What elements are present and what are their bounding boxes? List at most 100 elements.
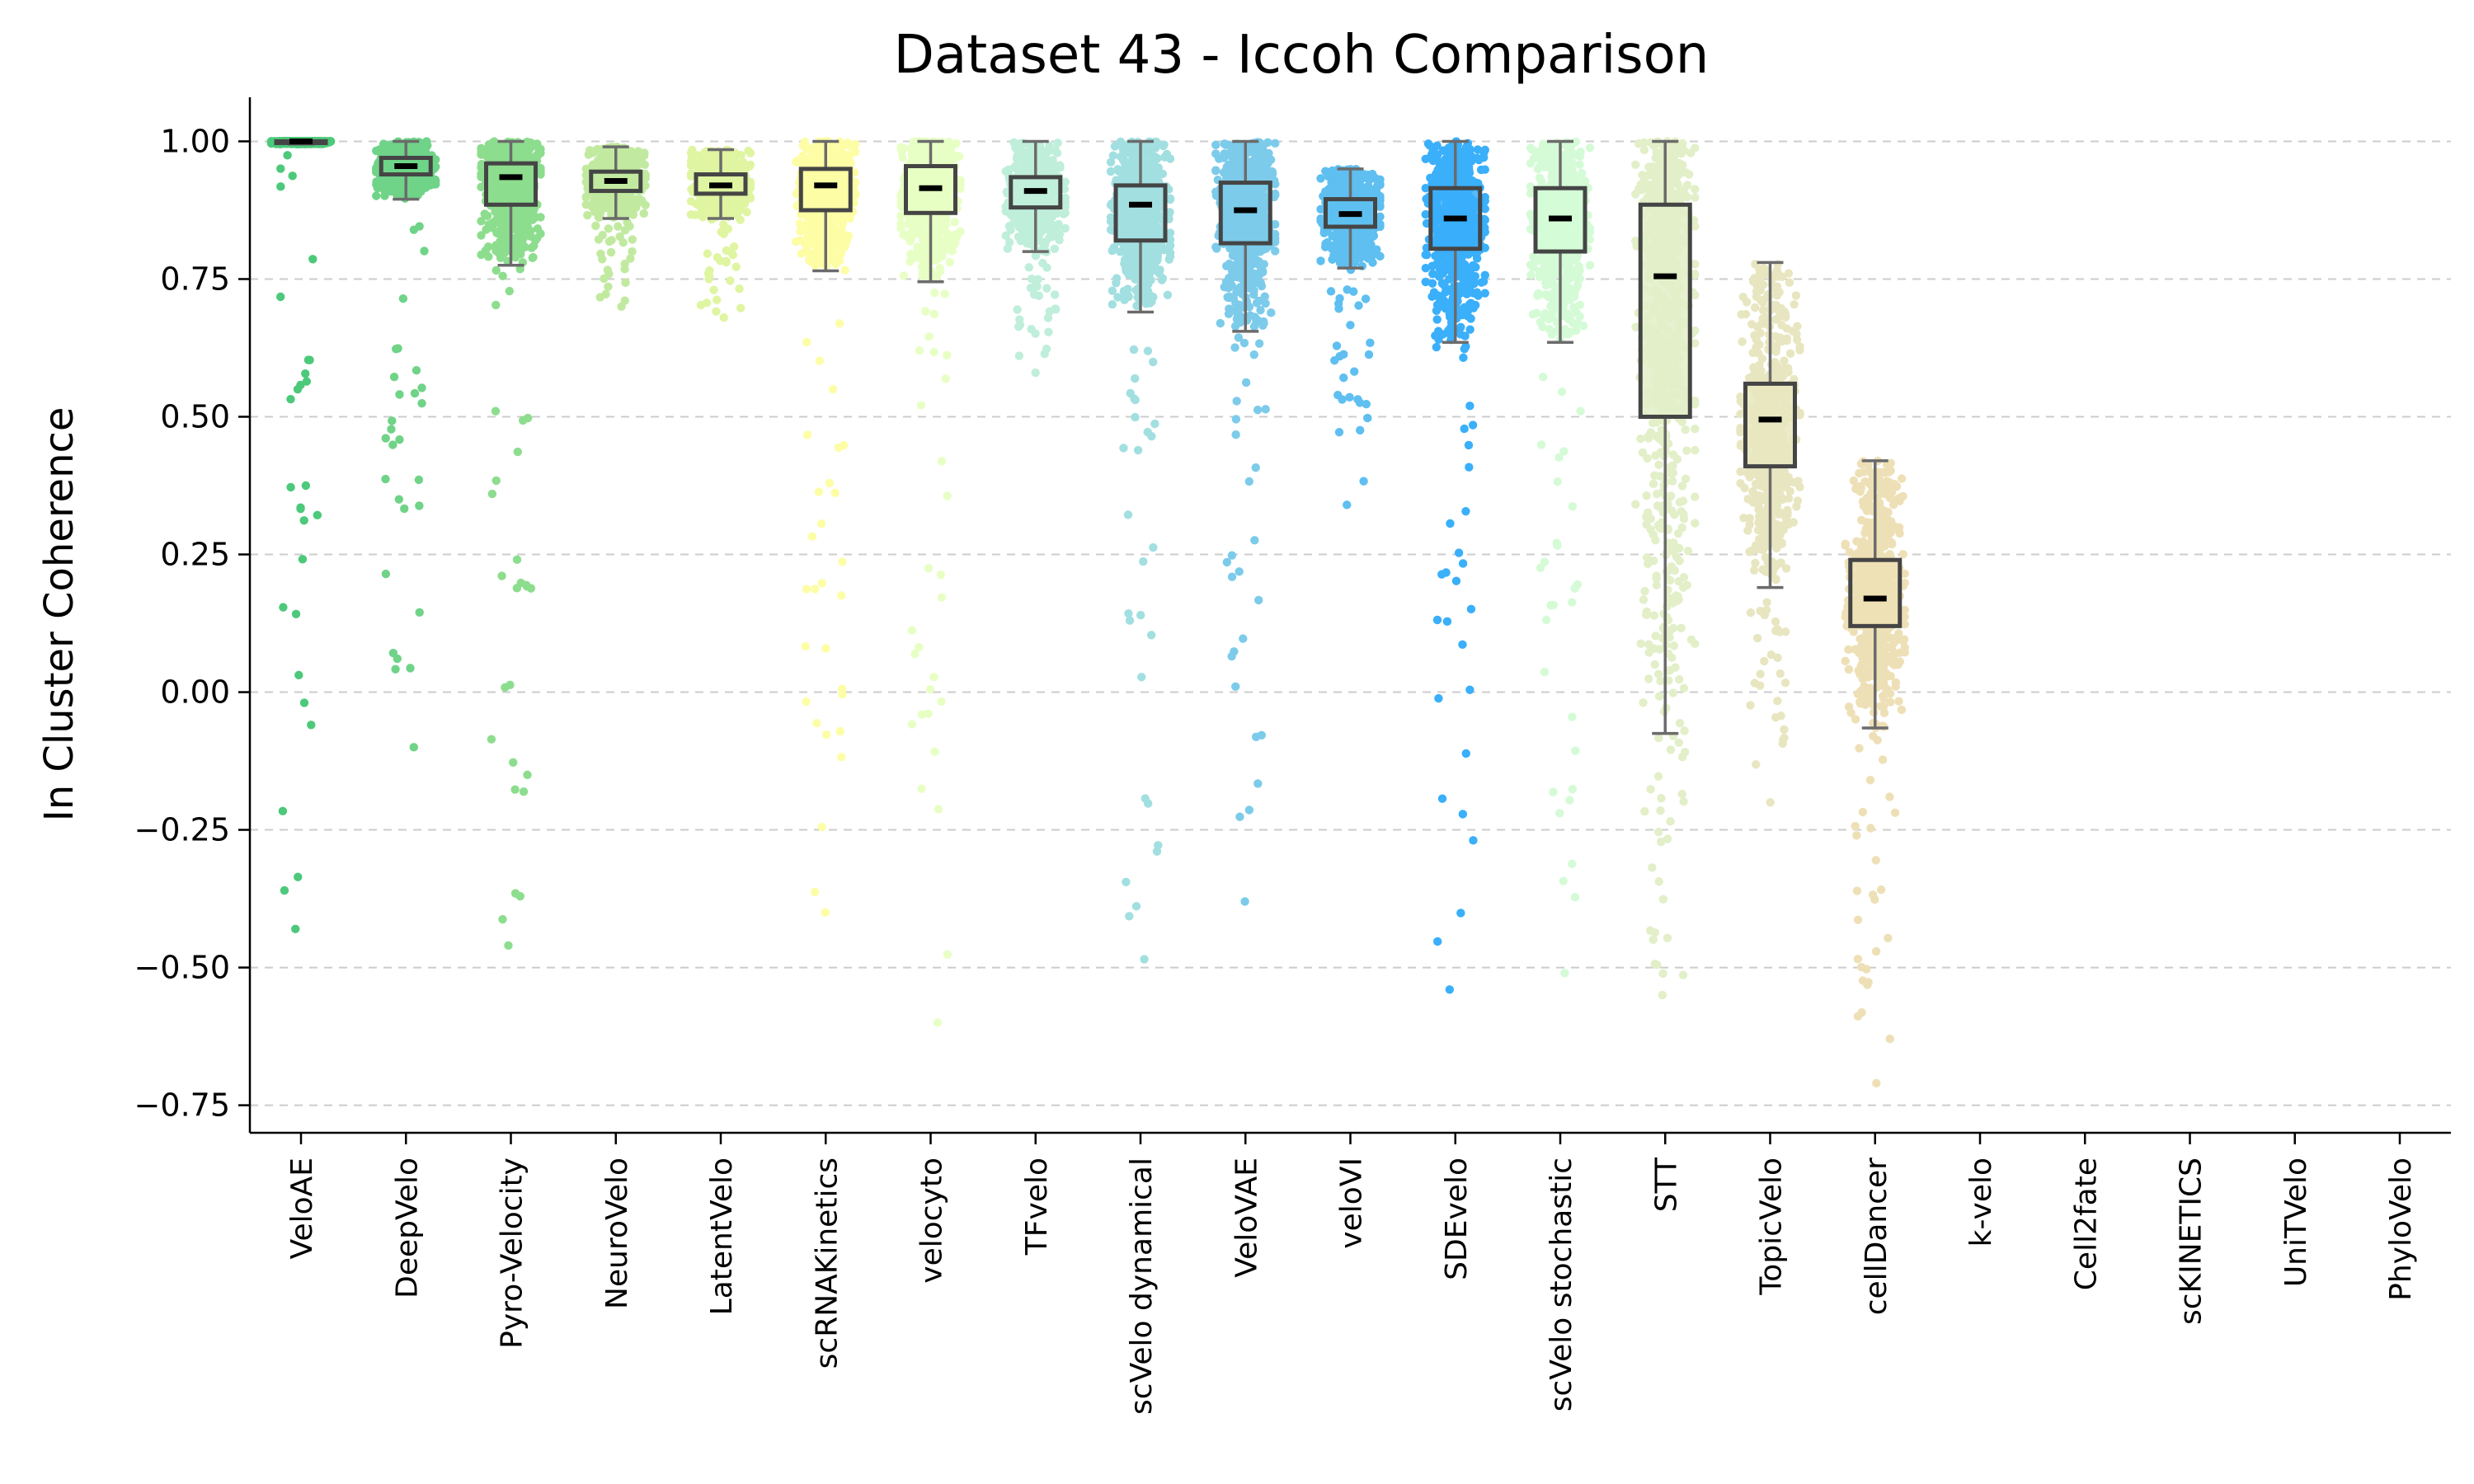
outlier-point — [735, 284, 744, 294]
outlier-point — [802, 697, 811, 707]
data-point — [393, 190, 402, 200]
outlier-point — [417, 398, 426, 408]
data-point — [516, 149, 525, 158]
outlier-point — [722, 256, 731, 265]
outlier-point — [294, 872, 303, 881]
data-point — [529, 204, 539, 214]
data-point — [497, 227, 506, 237]
outlier-point — [606, 247, 616, 257]
data-point — [797, 249, 806, 258]
data-point — [800, 137, 810, 147]
data-point — [502, 246, 511, 256]
data-point — [745, 162, 755, 171]
data-point — [604, 154, 614, 163]
data-point — [516, 247, 525, 256]
data-point — [492, 241, 501, 250]
outlier-point — [400, 504, 409, 514]
outlier-point — [802, 585, 811, 594]
outlier-point — [294, 670, 303, 680]
data-point — [828, 251, 837, 261]
outlier-point — [275, 292, 285, 302]
outlier-point — [604, 237, 614, 247]
outlier-point — [628, 235, 637, 244]
data-point — [413, 190, 422, 200]
outlier-point — [286, 394, 295, 404]
outlier-point — [296, 505, 305, 514]
outlier-point — [736, 303, 745, 312]
data-point — [815, 259, 825, 269]
data-point — [477, 231, 486, 240]
data-point — [623, 196, 632, 206]
outlier-point — [713, 252, 722, 262]
outlier-point — [395, 390, 404, 399]
outlier-point — [814, 487, 824, 496]
outlier-point — [731, 262, 741, 271]
data-point — [532, 151, 542, 160]
outlier-point — [817, 579, 826, 588]
outlier-point — [387, 425, 396, 434]
data-point — [380, 191, 389, 200]
outlier-point — [598, 231, 607, 240]
data-point — [633, 147, 643, 156]
min-point — [821, 908, 830, 917]
data-point — [526, 232, 535, 242]
strip-deepvelo — [372, 137, 440, 752]
outlier-point — [415, 222, 424, 231]
outlier-point — [276, 182, 285, 191]
data-point — [510, 253, 520, 262]
data-point — [386, 176, 395, 185]
outlier-point — [302, 377, 312, 386]
outlier-point — [381, 434, 390, 443]
outlier-point — [839, 440, 849, 450]
outlier-point — [703, 269, 713, 279]
data-point — [729, 162, 738, 171]
outlier-point — [415, 501, 424, 510]
outlier-point — [388, 416, 397, 425]
outlier-point — [301, 481, 311, 491]
data-point — [482, 225, 491, 234]
outlier-point — [505, 286, 514, 296]
outlier-point — [395, 435, 404, 444]
outlier-point — [837, 753, 846, 762]
data-point — [590, 146, 600, 156]
outlier-point — [837, 684, 847, 693]
outlier-point — [812, 718, 821, 728]
outlier-point — [815, 356, 825, 365]
data-point — [529, 252, 538, 262]
outlier-point — [299, 516, 308, 525]
data-point — [533, 224, 543, 233]
outlier-point — [802, 430, 812, 439]
outlier-point — [717, 228, 726, 237]
outlier-point — [828, 385, 838, 394]
data-point — [622, 158, 631, 167]
outlier-point — [410, 388, 420, 398]
outlier-point — [406, 664, 415, 673]
data-point — [499, 209, 508, 219]
outlier-point — [492, 300, 501, 310]
data-point — [736, 151, 745, 160]
data-point — [686, 210, 696, 219]
outlier-point — [497, 571, 506, 580]
outlier-point — [810, 887, 820, 897]
data-point — [373, 183, 383, 193]
data-point — [686, 157, 696, 166]
outlier-point — [835, 319, 844, 328]
data-point — [840, 157, 849, 167]
data-point — [413, 175, 423, 184]
outlier-point — [621, 278, 630, 288]
outlier-point — [523, 413, 533, 423]
data-point — [905, 237, 915, 246]
data-point — [639, 209, 648, 218]
outlier-point — [498, 914, 507, 924]
data-point — [581, 200, 590, 209]
outlier-point — [313, 510, 322, 520]
outlier-point — [412, 365, 421, 375]
outlier-point — [298, 555, 308, 564]
outlier-point — [811, 585, 820, 594]
outlier-point — [288, 171, 297, 181]
outlier-point — [381, 569, 391, 579]
data-point — [501, 219, 510, 229]
data-point — [266, 137, 276, 146]
data-point — [529, 214, 539, 223]
data-point — [420, 147, 429, 157]
